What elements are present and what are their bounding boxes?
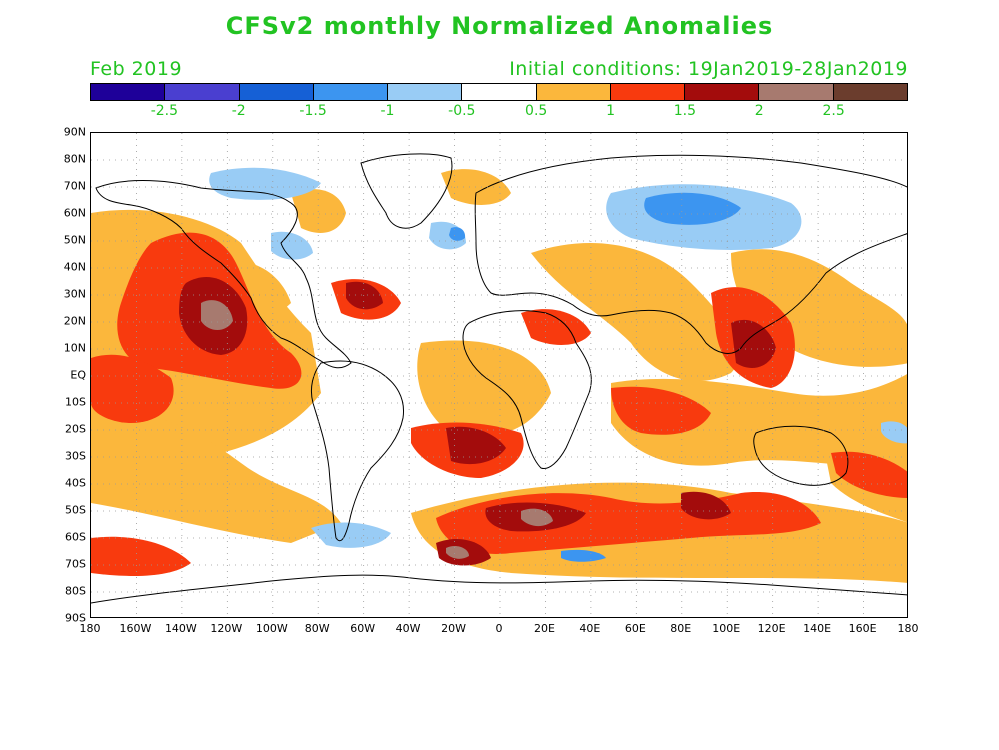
latitude-label: 70N: [63, 179, 86, 193]
anomaly-map: [90, 132, 908, 618]
latitude-label: 40S: [65, 476, 86, 490]
latitude-label: 70S: [65, 557, 86, 571]
latitude-label: 10S: [65, 395, 86, 409]
colorbar-segment: [239, 84, 314, 100]
colorbar-segment: [610, 84, 686, 100]
latitude-label: 90S: [65, 611, 86, 625]
latitude-label: 80S: [65, 584, 86, 598]
longitude-label: 120E: [757, 622, 786, 635]
longitude-label: 20W: [441, 622, 466, 635]
eurasia-outline: [474, 154, 907, 354]
longitude-label: 80W: [304, 622, 330, 635]
colorbar-segment: [91, 84, 166, 100]
longitude-label: 140W: [164, 622, 197, 635]
colorbar-tick-label: -1: [380, 103, 395, 119]
anomaly-field-brown: [201, 300, 553, 559]
latitude-label: 50N: [63, 233, 86, 247]
latitude-label: 80N: [63, 152, 86, 166]
colorbar-tick-label: 1: [606, 103, 615, 119]
colorbar-segment: [833, 84, 907, 100]
colorbar-segment: [462, 84, 537, 100]
latitude-label: 60N: [63, 206, 86, 220]
longitude-label: 180: [79, 622, 101, 635]
latitude-label: 30N: [63, 287, 86, 301]
longitude-label: 100W: [255, 622, 288, 635]
longitude-label: 120W: [210, 622, 243, 635]
colorbar-tick-label: 2: [754, 103, 764, 119]
longitude-label: 180: [897, 622, 919, 635]
colorbar-legend: [90, 83, 908, 101]
colorbar-segment: [388, 84, 463, 100]
north-america-outline: [95, 180, 352, 369]
chart-title: CFSv2 monthly Normalized Anomalies: [225, 12, 774, 40]
longitude-label: 20E: [533, 622, 555, 635]
latitude-label: 40N: [63, 260, 86, 274]
latitude-label: 90N: [63, 125, 86, 139]
longitude-label: 0: [495, 622, 503, 635]
colorbar-segment: [685, 84, 760, 100]
anomaly-field-dark-red: [179, 277, 776, 566]
colorbar-tick-labels: -2.5 -2 -1.5 -1 -0.5 0.5 1 1.5 2 2.5: [90, 103, 908, 121]
initial-conditions-label: Initial conditions: 19Jan2019-28Jan2019: [509, 58, 908, 80]
valid-month-label: Feb 2019: [90, 58, 183, 80]
antarctica-outline: [91, 574, 907, 604]
longitude-label: 100E: [712, 622, 741, 635]
coastlines: [91, 153, 907, 604]
anomaly-field-blue: [449, 192, 741, 562]
longitude-label: 140E: [803, 622, 832, 635]
longitude-label: 40W: [395, 622, 421, 635]
graticule-grid: [91, 133, 907, 617]
colorbar-tick-label: -2: [231, 103, 246, 119]
latitude-label: 50S: [65, 503, 86, 517]
longitude-label: 80E: [670, 622, 692, 635]
latitude-label: 20N: [63, 314, 86, 328]
colorbar-segment: [536, 84, 611, 100]
colorbar-segment: [759, 84, 834, 100]
south-america-outline: [310, 360, 405, 542]
colorbar-segment: [165, 84, 240, 100]
latitude-label: EQ: [70, 368, 86, 382]
latitude-label: 20S: [65, 422, 86, 436]
colorbar-tick-label: -0.5: [448, 103, 476, 119]
longitude-label: 40E: [579, 622, 601, 635]
longitude-label: 60W: [350, 622, 376, 635]
colorbar-segment: [313, 84, 389, 100]
longitude-label: 160E: [848, 622, 877, 635]
longitude-label: 160W: [119, 622, 152, 635]
colorbar-tick-label: -2.5: [150, 103, 179, 119]
greenland-outline: [360, 153, 453, 229]
africa-outline: [462, 310, 592, 470]
latitude-label: 10N: [63, 341, 86, 355]
colorbar-tick-label: -1.5: [299, 103, 327, 119]
australia-outline: [753, 425, 849, 486]
map-canvas: [91, 133, 907, 617]
colorbar-tick-label: 0.5: [525, 103, 548, 119]
latitude-label: 30S: [65, 449, 86, 463]
colorbar-tick-label: 2.5: [822, 103, 845, 119]
longitude-label: 60E: [624, 622, 646, 635]
colorbar-tick-label: 1.5: [673, 103, 697, 119]
latitude-label: 60S: [65, 530, 86, 544]
